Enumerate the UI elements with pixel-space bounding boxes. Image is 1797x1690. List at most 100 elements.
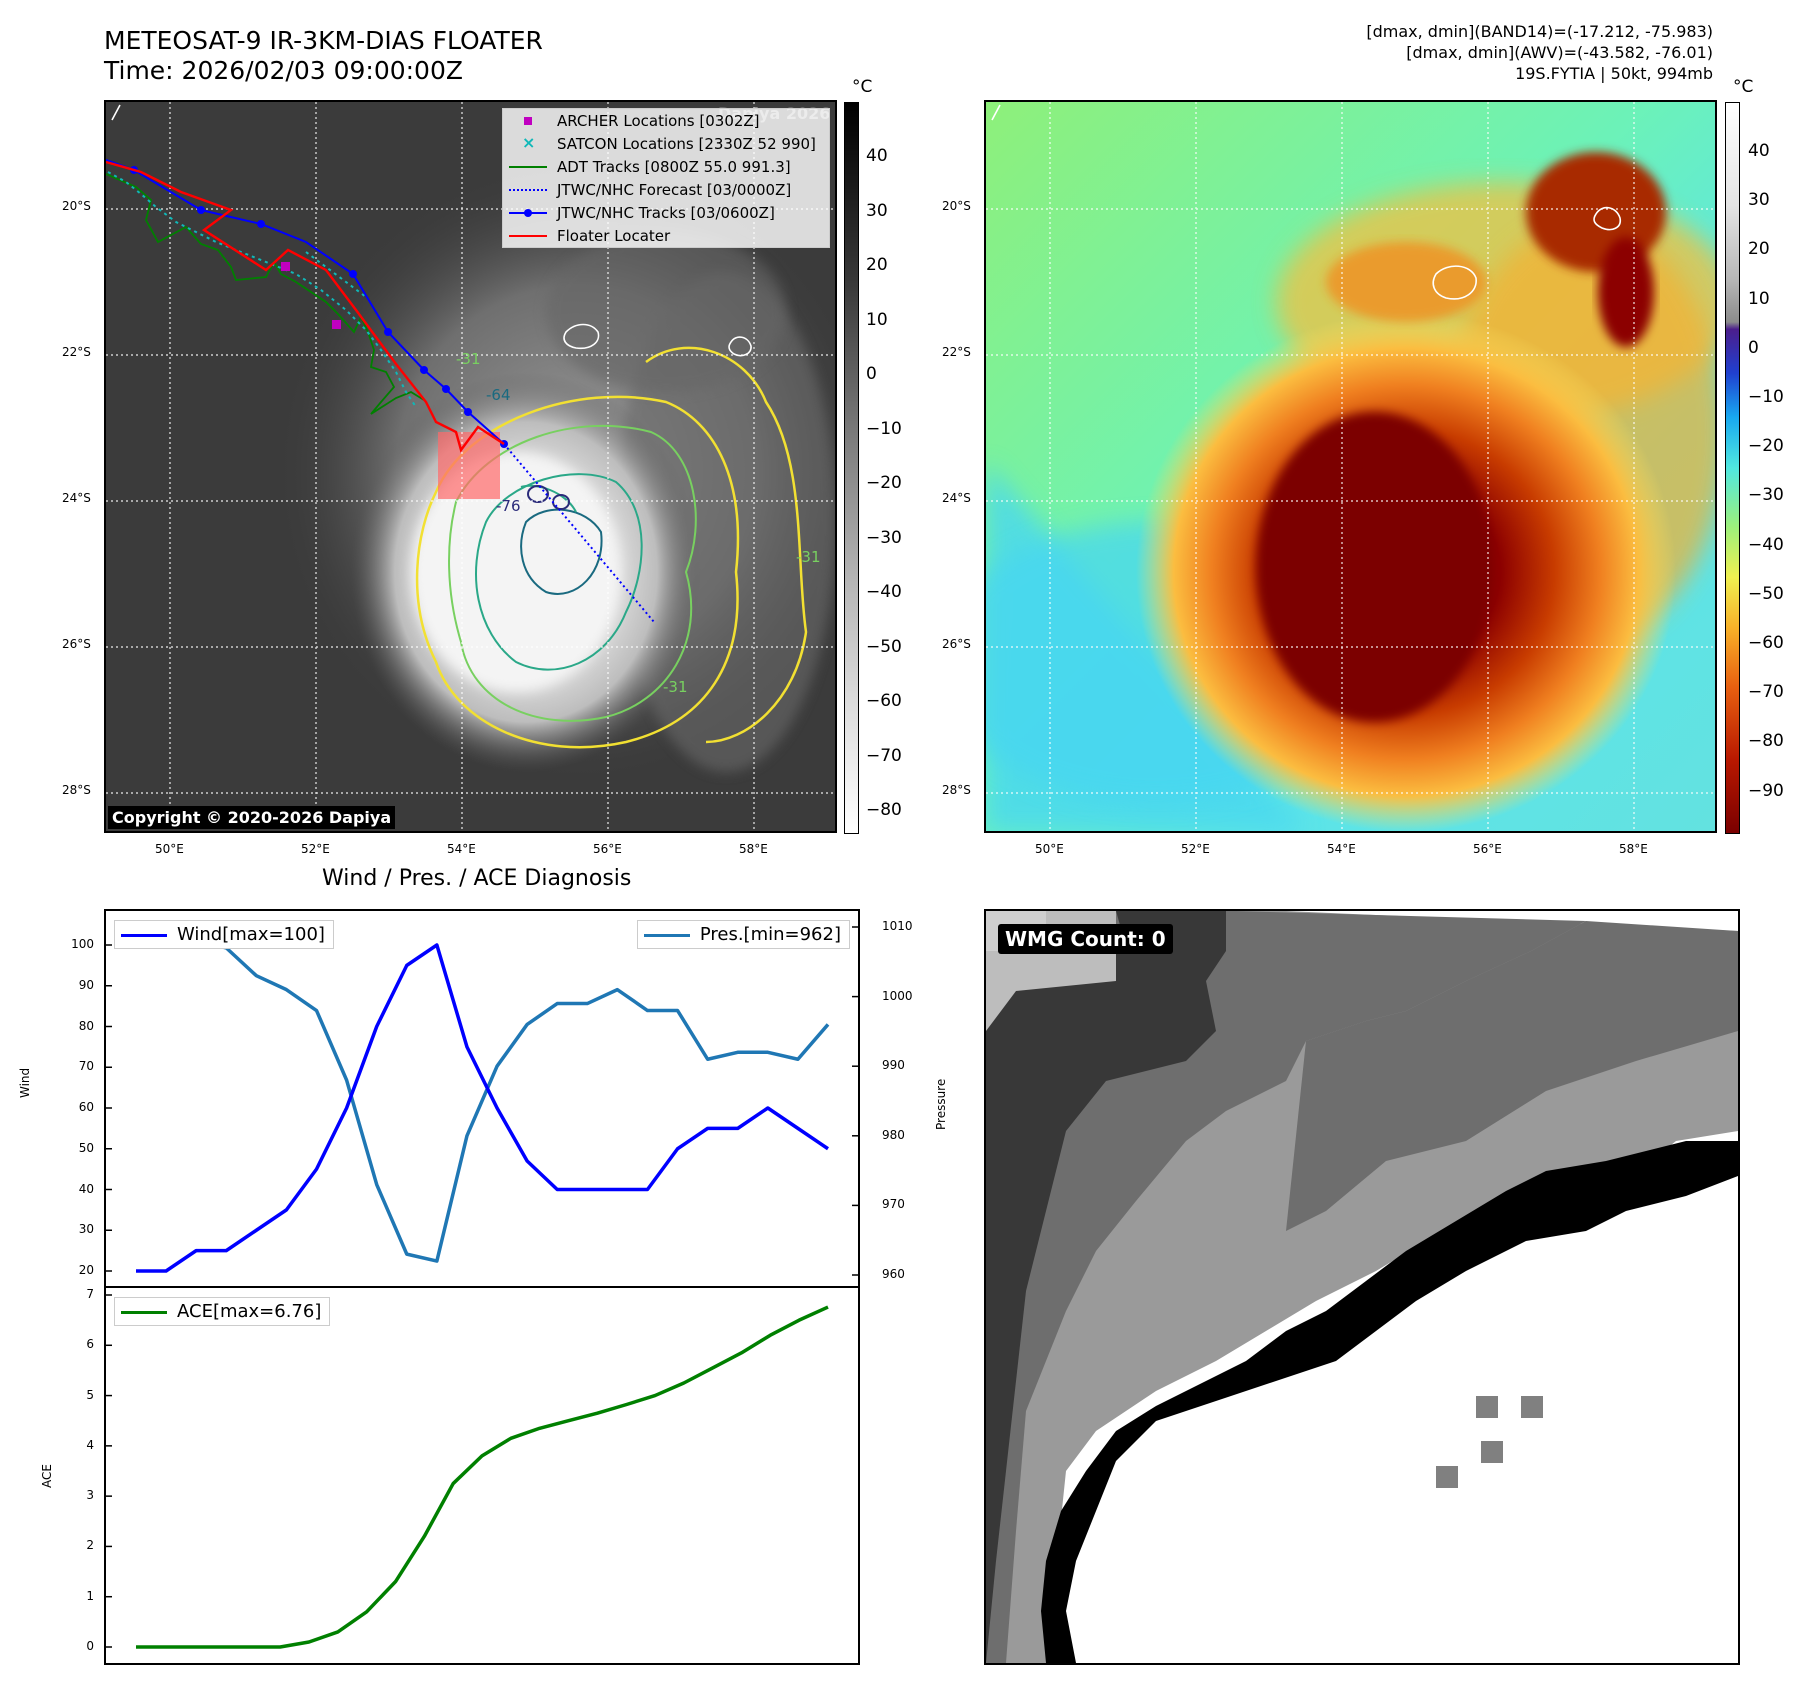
axis-tick-label: 6 <box>86 1337 94 1352</box>
colorbar-tick-label: −30 <box>866 527 902 548</box>
lat-label: 22°S <box>942 345 971 359</box>
colorbar-tick-label: −70 <box>866 745 902 766</box>
satcon-markers <box>107 171 417 408</box>
legend-floater: Floater Locater <box>503 224 829 247</box>
legend-label: Pres.[min=962] <box>699 924 841 945</box>
axis-tick-label: 1010 <box>882 919 913 933</box>
lon-label: 54°E <box>1327 842 1356 856</box>
lat-label: 26°S <box>62 637 91 651</box>
colorbar-tick-label: −10 <box>866 418 902 439</box>
info-awv: [dmax, dmin](AWV)=(-43.582, -76.01) <box>1406 43 1713 62</box>
legend-jtwc: JTWC/NHC Tracks [03/0600Z] <box>503 201 829 224</box>
axis-tick-label: 1 <box>86 1588 94 1603</box>
ir-colorbar <box>844 102 859 834</box>
colorbar-tick-label: −60 <box>1748 633 1784 653</box>
line-marker-icon <box>509 229 547 243</box>
lat-label: 22°S <box>62 345 91 359</box>
colorbar-tick-label: −30 <box>1748 485 1784 506</box>
legend-label: ARCHER Locations [0302Z] <box>557 111 760 130</box>
axis-tick-label: 1000 <box>882 988 913 1003</box>
axis-tick-label: 80 <box>78 1018 94 1033</box>
colorbar-tick-label: −60 <box>866 691 902 711</box>
contour-label: -31 <box>456 350 481 368</box>
ir-satellite-map: -31 -64 -76 -31 -31 Dapiya 2026 ARCHER L… <box>104 100 837 833</box>
ace-series-line <box>136 1305 829 1649</box>
legend-adt: ADT Tracks [0800Z 55.0 991.3] <box>503 155 829 178</box>
axis-tick-label: 100 <box>71 937 94 951</box>
axis-tick-label: 960 <box>882 1267 905 1281</box>
legend-label: JTWC/NHC Forecast [03/0000Z] <box>557 180 792 199</box>
lon-label: 56°E <box>1473 842 1502 856</box>
colorbar-tick-label: −80 <box>866 800 902 820</box>
axis-tick-label: 30 <box>78 1222 94 1237</box>
colorbar-tick-label: −40 <box>1748 534 1784 555</box>
colorbar-tick-label: −20 <box>866 473 902 493</box>
line-marker-icon <box>121 1305 167 1319</box>
legend-label: Floater Locater <box>557 226 671 245</box>
chart-title: METEOSAT-9 IR-3KM-DIAS FLOATER <box>104 26 543 55</box>
colorbar-tick-label: 30 <box>1748 190 1770 211</box>
contour-label: -64 <box>486 386 511 404</box>
diagnosis-plot <box>106 925 858 1649</box>
info-storm: 19S.FYTIA | 50kt, 994mb <box>1515 64 1713 83</box>
lon-label: 52°E <box>301 842 330 856</box>
axis-tick-label: 2 <box>86 1538 94 1553</box>
lon-label: 56°E <box>593 842 622 856</box>
colorbar-tick-label: 30 <box>866 200 888 221</box>
ace-axis-label: ACE <box>40 1464 54 1488</box>
pressure-axis-label: Pressure <box>934 1078 948 1130</box>
line-marker-icon <box>121 928 167 942</box>
line-marker-icon <box>509 160 547 174</box>
legend-wind: Wind[max=100] <box>114 920 334 949</box>
lat-label: 28°S <box>942 783 971 797</box>
lat-label: 20°S <box>942 199 971 213</box>
info-band14: [dmax, dmin](BAND14)=(-17.212, -75.983) <box>1366 22 1713 41</box>
colorbar-tick-label: 10 <box>1748 288 1770 309</box>
colorbar-unit: °C <box>852 77 873 97</box>
legend-label: SATCON Locations [2330Z 52 990] <box>557 134 816 153</box>
legend-satcon: × SATCON Locations [2330Z 52 990] <box>503 132 829 155</box>
colorbar-tick-label: −90 <box>1748 780 1784 801</box>
colorbar-tick-label: 0 <box>866 364 877 384</box>
line-dot-icon <box>509 206 547 220</box>
axis-tick-label: 990 <box>882 1058 905 1073</box>
legend-label: ACE[max=6.76] <box>177 1301 322 1322</box>
pressure-series-line <box>136 925 830 1263</box>
legend-label: ADT Tracks [0800Z 55.0 991.3] <box>557 157 791 176</box>
axis-tick-label: 90 <box>78 977 94 992</box>
colorbar-tick-label: −70 <box>1748 682 1784 703</box>
diagnosis-title: Wind / Pres. / ACE Diagnosis <box>322 866 632 891</box>
lon-label: 58°E <box>739 842 768 856</box>
colorbar-tick-label: −10 <box>1748 387 1784 407</box>
contour-label: -31 <box>796 548 821 566</box>
contour-label: -31 <box>663 678 688 696</box>
axis-tick-label: 0 <box>86 1639 94 1653</box>
contour-label: -76 <box>496 497 521 515</box>
axis-tick-label: 50 <box>78 1140 94 1155</box>
wmg-count-label: WMG Count: 0 <box>998 924 1173 954</box>
wmg-image <box>986 911 1738 1663</box>
wv-satellite-map <box>984 100 1717 833</box>
legend-forecast: JTWC/NHC Forecast [03/0000Z] <box>503 178 829 201</box>
colorbar-tick-label: −50 <box>866 636 902 657</box>
axis-tick-label: 980 <box>882 1127 905 1142</box>
axis-tick-label: 70 <box>78 1059 94 1074</box>
line-marker-icon <box>643 928 690 942</box>
colorbar-tick-label: −80 <box>1748 731 1784 752</box>
axis-tick-label: 40 <box>78 1181 94 1196</box>
colorbar-tick-label: 20 <box>866 255 888 275</box>
axis-tick-label: 20 <box>78 1263 94 1277</box>
lat-label: 24°S <box>62 491 91 505</box>
legend-pres: Pres.[min=962] <box>636 920 850 949</box>
lat-label: 28°S <box>62 783 91 797</box>
axis-tick-label: 4 <box>86 1437 94 1452</box>
colorbar-tick-label: 0 <box>1748 337 1759 358</box>
square-marker-icon <box>509 114 547 128</box>
colorbar-tick-label: 20 <box>1748 239 1770 260</box>
lat-label: 26°S <box>942 637 971 651</box>
copyright-label: Copyright © 2020-2026 Dapiya <box>108 806 396 829</box>
dotted-line-icon <box>509 183 547 197</box>
axis-tick-label: 7 <box>86 1287 94 1301</box>
wv-colorbar <box>1725 102 1740 834</box>
colorbar-tick-label: 40 <box>866 146 888 166</box>
